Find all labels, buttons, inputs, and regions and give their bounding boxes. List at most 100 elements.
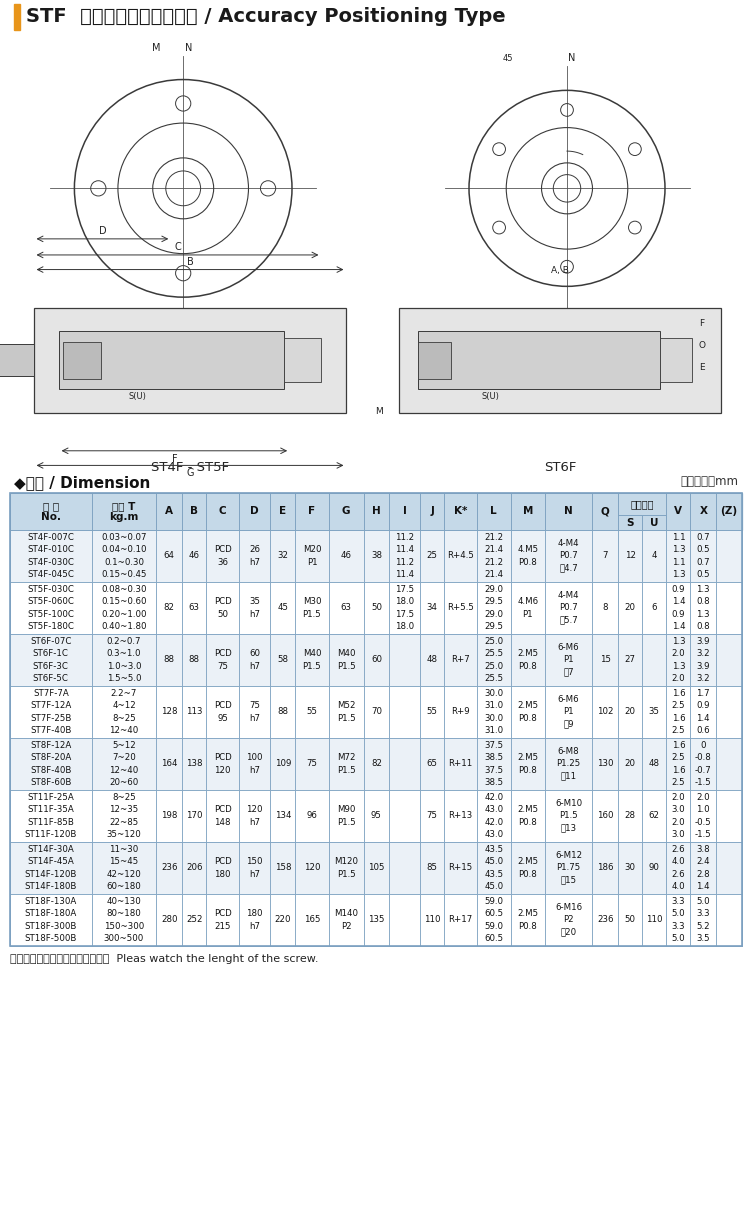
Bar: [364, 492, 389, 530]
Bar: [10, 687, 92, 738]
Text: O: O: [698, 341, 705, 351]
Bar: [477, 738, 511, 790]
Bar: [618, 687, 642, 738]
Bar: [444, 634, 477, 687]
Text: PCD
36: PCD 36: [214, 546, 232, 566]
Bar: [592, 634, 618, 687]
Text: N: N: [185, 42, 192, 52]
Text: 4: 4: [652, 552, 657, 560]
Text: 50: 50: [371, 604, 382, 613]
Bar: [182, 582, 206, 634]
Bar: [182, 842, 206, 894]
Bar: [691, 634, 716, 687]
Bar: [157, 842, 182, 894]
Text: M: M: [152, 42, 160, 52]
Bar: [63, 342, 100, 378]
Bar: [477, 842, 511, 894]
Bar: [691, 530, 716, 582]
Text: 100
h7: 100 h7: [246, 753, 262, 775]
Text: F: F: [308, 507, 316, 517]
Bar: [182, 634, 206, 687]
Bar: [10, 894, 742, 946]
Bar: [691, 582, 716, 634]
Bar: [10, 842, 742, 894]
Bar: [296, 790, 328, 842]
Text: ST6F-07C
ST6F-1C
ST6F-3C
ST6F-5C: ST6F-07C ST6F-1C ST6F-3C ST6F-5C: [30, 637, 71, 683]
Text: 1.1
1.3
1.1
1.3: 1.1 1.3 1.1 1.3: [671, 534, 686, 579]
Text: 11~30
15~45
42~120
60~180: 11~30 15~45 42~120 60~180: [106, 845, 141, 890]
Text: 2.0
1.0
-0.5
-1.5: 2.0 1.0 -0.5 -1.5: [695, 793, 712, 838]
Text: L: L: [490, 507, 497, 517]
Text: 65: 65: [427, 759, 438, 769]
Text: 尺寸單位：mm: 尺寸單位：mm: [680, 475, 738, 488]
Bar: [10, 790, 92, 842]
Bar: [296, 842, 328, 894]
Bar: [544, 492, 592, 530]
Text: R+7: R+7: [451, 655, 470, 665]
Bar: [691, 894, 716, 946]
Text: 21.2
21.4
21.2
21.4: 21.2 21.4 21.2 21.4: [484, 534, 503, 579]
Text: 82: 82: [371, 759, 382, 769]
Text: D: D: [98, 226, 106, 235]
Text: R+9: R+9: [451, 707, 470, 717]
Text: S(U): S(U): [482, 392, 500, 402]
Bar: [0, 344, 34, 376]
Bar: [444, 894, 477, 946]
Bar: [14, 4, 20, 30]
Bar: [296, 634, 328, 687]
Text: 2.0
3.0
2.0
3.0: 2.0 3.0 2.0 3.0: [671, 793, 686, 838]
Text: 88: 88: [164, 655, 175, 665]
Text: 25: 25: [427, 552, 438, 560]
Text: 63: 63: [340, 604, 352, 613]
Bar: [10, 738, 92, 790]
Bar: [270, 530, 296, 582]
Text: 85: 85: [427, 864, 438, 872]
Bar: [10, 492, 742, 530]
Text: 110: 110: [646, 916, 662, 924]
Text: 48: 48: [427, 655, 438, 665]
Bar: [716, 582, 742, 634]
Text: 60: 60: [371, 655, 382, 665]
Bar: [642, 842, 666, 894]
Bar: [511, 790, 544, 842]
Bar: [157, 582, 182, 634]
Bar: [642, 634, 666, 687]
Text: 82: 82: [164, 604, 175, 613]
Bar: [238, 842, 270, 894]
Bar: [691, 492, 716, 530]
Text: 75: 75: [307, 759, 317, 769]
Bar: [419, 331, 660, 389]
Bar: [389, 687, 420, 738]
Bar: [270, 894, 296, 946]
Bar: [92, 842, 157, 894]
Text: 105: 105: [368, 864, 385, 872]
Text: 45: 45: [278, 604, 288, 613]
Bar: [92, 894, 157, 946]
Text: 27: 27: [625, 655, 635, 665]
Text: 8: 8: [602, 604, 608, 613]
Text: 6-M6
P1
深7: 6-M6 P1 深7: [558, 643, 580, 677]
Bar: [270, 492, 296, 530]
Bar: [270, 687, 296, 738]
Bar: [238, 687, 270, 738]
Text: 96: 96: [307, 811, 317, 820]
Text: 2.M5
P0.8: 2.M5 P0.8: [518, 701, 538, 723]
Text: 45: 45: [503, 53, 514, 63]
Text: ST6F: ST6F: [544, 461, 576, 474]
Text: ST8F-12A
ST8F-20A
ST8F-40B
ST8F-60B: ST8F-12A ST8F-20A ST8F-40B ST8F-60B: [30, 741, 71, 787]
Bar: [618, 582, 642, 634]
Bar: [399, 308, 721, 412]
Bar: [666, 894, 691, 946]
Text: 2.2~7
4~12
8~25
12~40: 2.2~7 4~12 8~25 12~40: [110, 689, 139, 735]
Bar: [10, 687, 742, 738]
Bar: [206, 582, 238, 634]
Text: A: A: [165, 507, 173, 517]
Bar: [182, 492, 206, 530]
Text: 158: 158: [274, 864, 291, 872]
Bar: [716, 492, 742, 530]
Bar: [157, 687, 182, 738]
Bar: [477, 492, 511, 530]
Bar: [444, 842, 477, 894]
Bar: [477, 634, 511, 687]
Text: M: M: [523, 507, 533, 517]
